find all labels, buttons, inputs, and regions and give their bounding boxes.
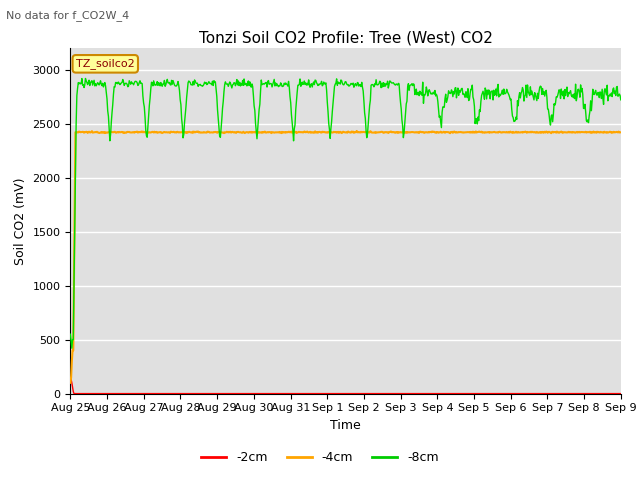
Y-axis label: Soil CO2 (mV): Soil CO2 (mV) [14,177,27,264]
Text: No data for f_CO2W_4: No data for f_CO2W_4 [6,10,130,21]
X-axis label: Time: Time [330,419,361,432]
Title: Tonzi Soil CO2 Profile: Tree (West) CO2: Tonzi Soil CO2 Profile: Tree (West) CO2 [198,30,493,46]
Legend: -2cm, -4cm, -8cm: -2cm, -4cm, -8cm [196,446,444,469]
Text: TZ_soilco2: TZ_soilco2 [76,59,134,69]
